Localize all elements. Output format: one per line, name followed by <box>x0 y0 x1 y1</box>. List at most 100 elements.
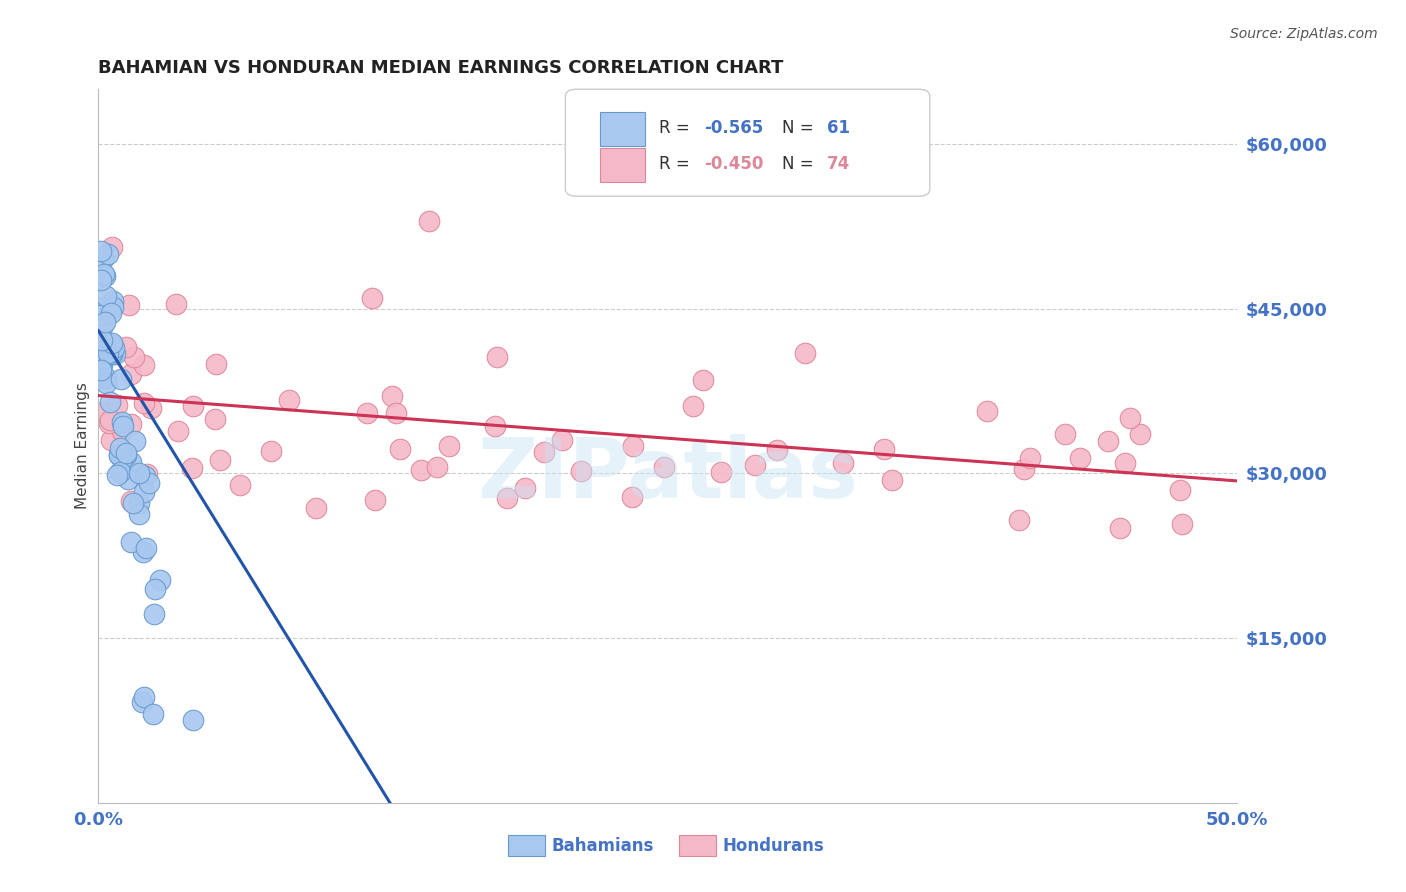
Point <box>205 357 228 371</box>
Point <box>128 496 150 510</box>
Point <box>93 405 115 419</box>
Point <box>90 273 112 287</box>
Point <box>149 573 172 587</box>
Text: R =: R = <box>659 120 695 137</box>
Point <box>1129 427 1152 442</box>
Point <box>1053 426 1076 441</box>
Point <box>91 252 114 267</box>
Point <box>91 358 114 372</box>
Point <box>100 306 122 320</box>
Point <box>229 477 252 491</box>
Point <box>363 492 385 507</box>
Point <box>103 341 125 355</box>
Point <box>94 289 117 303</box>
Point <box>145 582 167 596</box>
Point <box>1109 521 1132 535</box>
Text: 74: 74 <box>827 155 851 173</box>
Point <box>110 465 132 479</box>
Point <box>142 706 165 721</box>
Point <box>96 247 118 261</box>
Point <box>389 442 412 457</box>
Point <box>710 465 733 479</box>
Text: R =: R = <box>659 155 695 173</box>
Point <box>652 459 675 474</box>
Point <box>385 406 408 420</box>
Point <box>98 413 121 427</box>
Point <box>439 439 461 453</box>
Point <box>101 293 124 308</box>
Point <box>181 461 204 475</box>
Point <box>831 456 853 470</box>
Point <box>1118 410 1140 425</box>
Point <box>91 352 114 367</box>
Point <box>111 415 134 429</box>
Point <box>121 496 143 510</box>
Point <box>101 344 124 359</box>
Point <box>305 500 328 515</box>
Point <box>131 695 153 709</box>
Point <box>90 333 112 347</box>
Point <box>122 350 145 364</box>
Point <box>1097 434 1119 448</box>
Point <box>108 448 131 462</box>
Point <box>117 472 139 486</box>
Point <box>496 491 519 505</box>
Point <box>139 401 162 415</box>
FancyBboxPatch shape <box>679 835 716 856</box>
Point <box>486 350 509 364</box>
Point <box>1008 513 1031 527</box>
Point <box>204 411 226 425</box>
Point <box>1114 456 1136 470</box>
Point <box>104 346 127 360</box>
Point <box>744 458 766 472</box>
Point <box>620 490 643 504</box>
Point <box>533 445 555 459</box>
Point <box>135 467 157 482</box>
Point <box>98 395 121 409</box>
Point <box>108 448 131 462</box>
FancyBboxPatch shape <box>599 148 645 182</box>
Point <box>1170 516 1192 531</box>
Point <box>682 399 704 413</box>
Point <box>91 304 114 318</box>
Point <box>94 302 117 317</box>
Point <box>115 340 138 354</box>
Point <box>120 368 142 382</box>
Point <box>260 444 283 458</box>
Point <box>101 240 124 254</box>
Point <box>515 481 537 495</box>
Point <box>484 418 506 433</box>
Point <box>872 442 894 457</box>
Point <box>105 467 128 482</box>
Point <box>621 440 644 454</box>
Point <box>90 308 112 322</box>
Point <box>135 541 157 555</box>
Point <box>277 392 299 407</box>
Text: -0.565: -0.565 <box>704 120 763 137</box>
Point <box>94 343 117 358</box>
Text: Bahamians: Bahamians <box>551 837 654 855</box>
FancyBboxPatch shape <box>565 89 929 196</box>
Point <box>96 370 118 384</box>
Point <box>101 335 124 350</box>
Point <box>96 376 118 390</box>
Point <box>793 345 815 359</box>
Point <box>117 297 139 311</box>
Point <box>120 455 142 469</box>
Point <box>360 291 382 305</box>
Point <box>105 398 128 412</box>
Point <box>124 434 146 449</box>
Point <box>115 448 138 462</box>
Point <box>411 463 433 477</box>
Point <box>128 466 150 480</box>
Point <box>692 374 714 388</box>
Point <box>90 320 112 334</box>
Point <box>111 418 134 433</box>
Point <box>138 476 160 491</box>
Text: 61: 61 <box>827 120 851 137</box>
Point <box>209 453 232 467</box>
Point <box>110 441 132 455</box>
Point <box>551 433 574 447</box>
Point <box>97 416 120 430</box>
Point <box>181 399 204 413</box>
